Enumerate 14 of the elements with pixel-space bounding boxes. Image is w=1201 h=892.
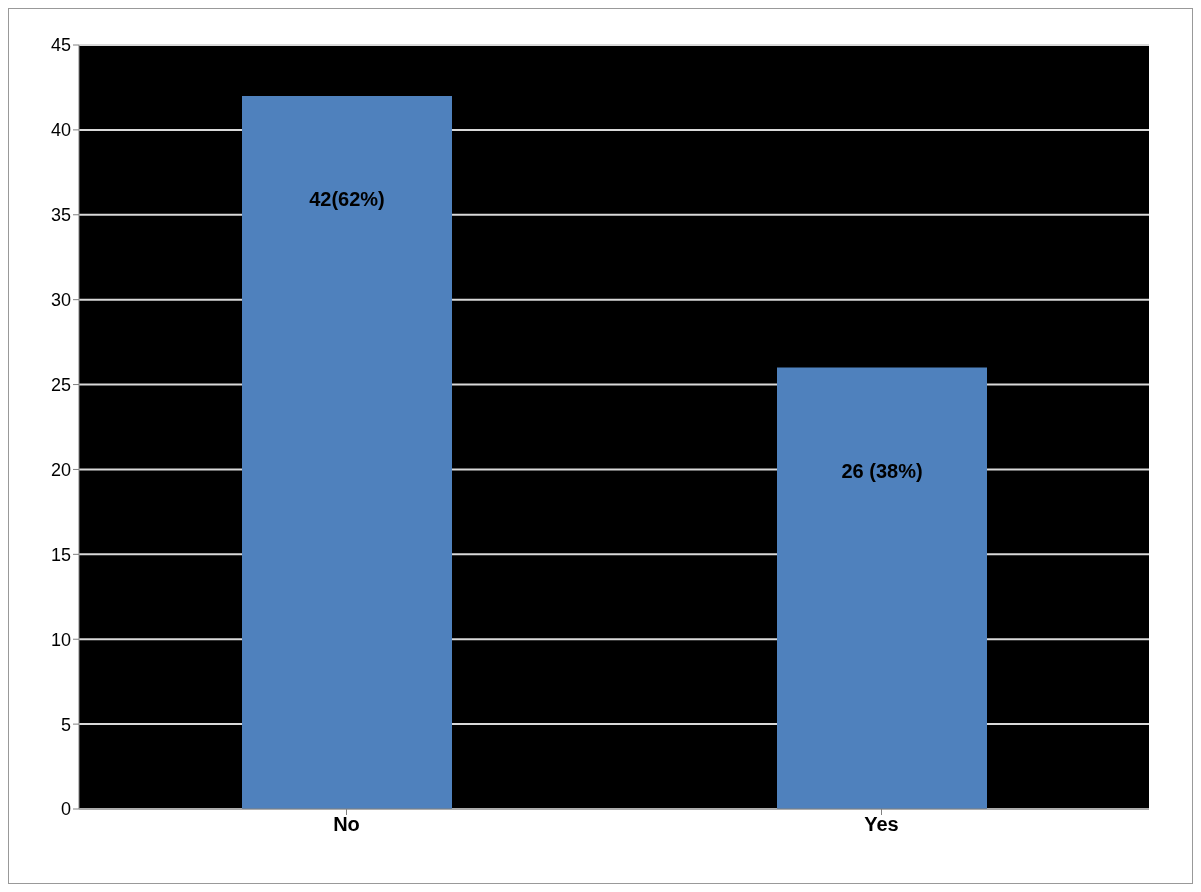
y-tick-label: 40 [50,120,71,141]
y-tick-label: 15 [50,544,71,565]
y-tick-label: 30 [50,290,71,311]
y-tick-label: 5 [60,714,71,735]
y-tick-label: 20 [50,459,71,480]
y-tick-label: 0 [60,799,71,820]
data-label: 42(62%) [309,187,385,210]
data-label: 26 (38%) [841,459,923,482]
x-tick-label: No [333,813,360,836]
x-tick-label: Yes [864,813,899,836]
y-tick-label: 10 [50,629,71,650]
y-tick-label: 35 [50,205,71,226]
y-tick-label: 25 [50,374,71,395]
y-tick-label: 45 [50,35,71,56]
